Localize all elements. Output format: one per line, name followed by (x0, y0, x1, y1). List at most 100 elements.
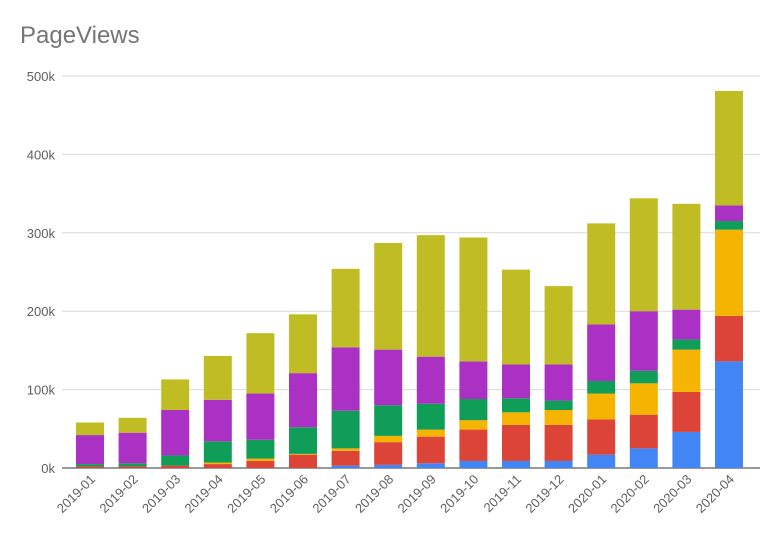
bar-segment[interactable] (587, 380, 616, 394)
bar-segment[interactable] (331, 465, 360, 468)
bar-segment[interactable] (459, 429, 488, 461)
bar-segment[interactable] (331, 448, 360, 451)
bar-segment[interactable] (118, 463, 147, 467)
y-tick-label: 300k (27, 226, 56, 241)
bar-segment[interactable] (629, 414, 658, 449)
bar-segment[interactable] (587, 223, 616, 325)
bar-segment[interactable] (629, 311, 658, 371)
bar-segment[interactable] (76, 422, 104, 436)
bar-segment[interactable] (118, 432, 147, 464)
bar-segment[interactable] (203, 441, 232, 463)
bar-segment[interactable] (331, 347, 360, 411)
bar-segment[interactable] (672, 349, 701, 392)
bar-segment[interactable] (374, 442, 403, 465)
bar-segment[interactable] (76, 466, 104, 468)
bar-segment[interactable] (416, 429, 445, 437)
bar-segment[interactable] (246, 458, 275, 461)
bar-segment[interactable] (715, 361, 743, 468)
bar-segment[interactable] (203, 464, 232, 468)
bar-segment[interactable] (587, 324, 616, 381)
bar-segment[interactable] (502, 424, 530, 461)
bar-segment[interactable] (629, 370, 658, 384)
bar-segment[interactable] (502, 398, 530, 413)
bar-segment[interactable] (118, 417, 147, 433)
bar-segment[interactable] (587, 454, 616, 468)
bar-segment[interactable] (246, 460, 275, 468)
bar-segment[interactable] (544, 409, 573, 425)
y-tick-label: 100k (27, 383, 56, 398)
x-tick-label: 2020-02 (608, 472, 652, 516)
bar-segment[interactable] (459, 460, 488, 468)
x-tick-label: 2019-08 (352, 472, 396, 516)
bar-segment[interactable] (715, 90, 743, 206)
bar-segment[interactable] (544, 400, 573, 410)
bar-segment[interactable] (331, 410, 360, 449)
bar-segment[interactable] (544, 460, 573, 468)
bar-segment[interactable] (161, 455, 190, 466)
bar-segment[interactable] (544, 286, 573, 365)
bar-segment[interactable] (502, 412, 530, 425)
bar-segment[interactable] (715, 221, 743, 230)
bar-segment[interactable] (587, 393, 616, 420)
bar-segment[interactable] (246, 393, 275, 440)
bar-segment[interactable] (289, 453, 317, 455)
bar-segment[interactable] (502, 269, 530, 365)
bar-segment[interactable] (587, 419, 616, 455)
bar-segment[interactable] (161, 409, 190, 456)
bar-segment[interactable] (416, 235, 445, 357)
bar-segment[interactable] (672, 391, 701, 432)
bar-segment[interactable] (289, 314, 317, 374)
bar-segment[interactable] (374, 349, 403, 406)
bar-segment[interactable] (629, 383, 658, 415)
bar-segment[interactable] (416, 436, 445, 464)
x-tick-label: 2020-03 (650, 472, 694, 516)
bar-segment[interactable] (459, 361, 488, 400)
bar-segment[interactable] (715, 205, 743, 222)
bar-segment[interactable] (289, 427, 317, 454)
x-tick-label: 2019-06 (267, 472, 311, 516)
bar-segment[interactable] (459, 420, 488, 430)
bar-segment[interactable] (715, 229, 743, 316)
bar-segment[interactable] (672, 431, 701, 468)
bar-segment[interactable] (76, 435, 104, 465)
x-tick-label: 2020-04 (693, 472, 737, 516)
bar-segment[interactable] (331, 450, 360, 466)
bar-segment[interactable] (416, 403, 445, 430)
bar-segment[interactable] (289, 373, 317, 428)
bar-segment[interactable] (246, 333, 275, 394)
bar-segment[interactable] (459, 237, 488, 362)
bar-segment[interactable] (715, 315, 743, 362)
bar-segment[interactable] (416, 463, 445, 468)
bar-segment[interactable] (161, 465, 190, 468)
bar-segment[interactable] (76, 464, 104, 467)
bar-segment[interactable] (416, 356, 445, 404)
bar-segment[interactable] (374, 464, 403, 468)
y-tick-label: 400k (27, 147, 56, 162)
bar-segment[interactable] (374, 405, 403, 436)
x-tick-label: 2019-12 (522, 472, 566, 516)
bar-segment[interactable] (203, 355, 232, 400)
x-tick-label: 2019-02 (96, 472, 140, 516)
bar-segment[interactable] (672, 203, 701, 310)
bar-segment[interactable] (246, 439, 275, 459)
bar-segment[interactable] (502, 460, 530, 468)
bar-segment[interactable] (544, 364, 573, 401)
bar-segment[interactable] (289, 454, 317, 468)
bar-segment[interactable] (672, 339, 701, 350)
bar-segment[interactable] (544, 424, 573, 461)
bar-segment[interactable] (672, 309, 701, 340)
bar-segment[interactable] (374, 435, 403, 443)
x-tick-label: 2019-07 (309, 472, 353, 516)
bar-segment[interactable] (629, 448, 658, 468)
bar-segment[interactable] (161, 379, 190, 410)
x-tick-label: 2019-03 (139, 472, 183, 516)
bar-segment[interactable] (459, 399, 488, 421)
bar-segment[interactable] (203, 462, 232, 465)
bar-segment[interactable] (203, 399, 232, 442)
bar-segment[interactable] (374, 242, 403, 350)
bar-segment[interactable] (502, 364, 530, 399)
bar-segment[interactable] (118, 466, 147, 468)
bar-segment[interactable] (629, 198, 658, 312)
bar-segment[interactable] (331, 268, 360, 348)
